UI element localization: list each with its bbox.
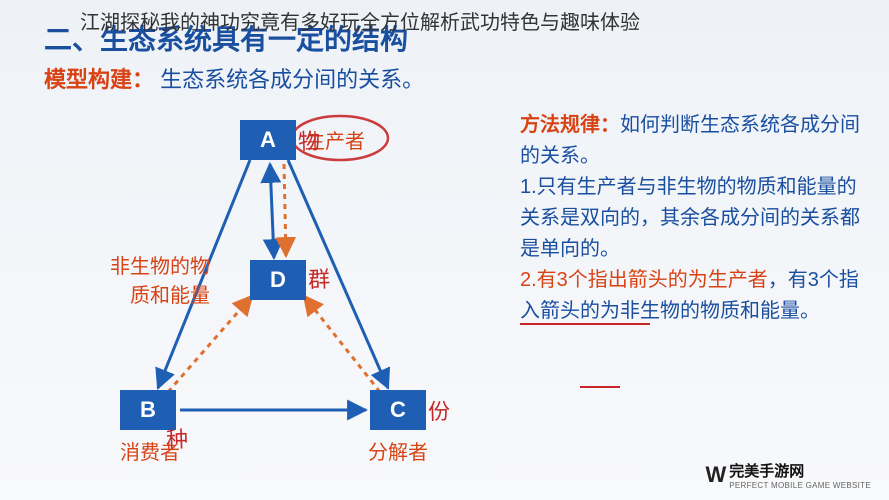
rule-2-highlight: 2.有3个指出箭头的为生产者 [520, 269, 768, 291]
label-decomposer: 分解者 [368, 436, 428, 465]
scribble-c: 份 [427, 394, 450, 427]
method-rules-text: 方法规律：如何判断生态系统各成分间的关系。 1.只有生产者与非生物的物质和能量的… [520, 110, 870, 327]
logo-text-en: PERFECT MOBILE GAME WEBSITE [729, 481, 871, 490]
ecosystem-diagram: A B C D 生产者 消费者 分解者 非生物的物 质和能量 物 群 种 份 [40, 110, 500, 470]
method-label: 方法规律： [520, 114, 620, 136]
diagram-node-d: D [250, 260, 306, 300]
model-construction-line: 模型构建： 生态系统各成分间的关系。 [44, 62, 424, 94]
model-label: 模型构建： [44, 67, 154, 92]
underline-1 [520, 323, 650, 325]
scribble-a: 物 [297, 124, 320, 157]
diagram-node-c: C [370, 390, 426, 430]
model-text: 生态系统各成分间的关系。 [160, 67, 424, 92]
site-logo: W 完美手游网 PERFECT MOBILE GAME WEBSITE [705, 460, 871, 490]
label-abiotic: 非生物的物 质和能量 [110, 250, 210, 308]
logo-text-wrap: 完美手游网 PERFECT MOBILE GAME WEBSITE [729, 460, 871, 490]
logo-text-cn: 完美手游网 [729, 460, 871, 481]
rule-2: 2.有3个指出箭头的为生产者，有3个指入箭头的为非生物的物质和能量。 [520, 265, 870, 327]
rule-1: 1.只有生产者与非生物的物质和能量的关系是双向的，其余各成分间的关系都是单向的。 [520, 172, 870, 265]
diagram-node-a: A [240, 120, 296, 160]
logo-mark-icon: W [705, 462, 723, 488]
scribble-b: 种 [165, 422, 188, 455]
overlay-article-title: 江湖探秘我的神功究竟有多好玩全方位解析武功特色与趣味体验 [80, 6, 640, 35]
scribble-d: 群 [307, 262, 330, 295]
underline-2 [580, 386, 620, 388]
